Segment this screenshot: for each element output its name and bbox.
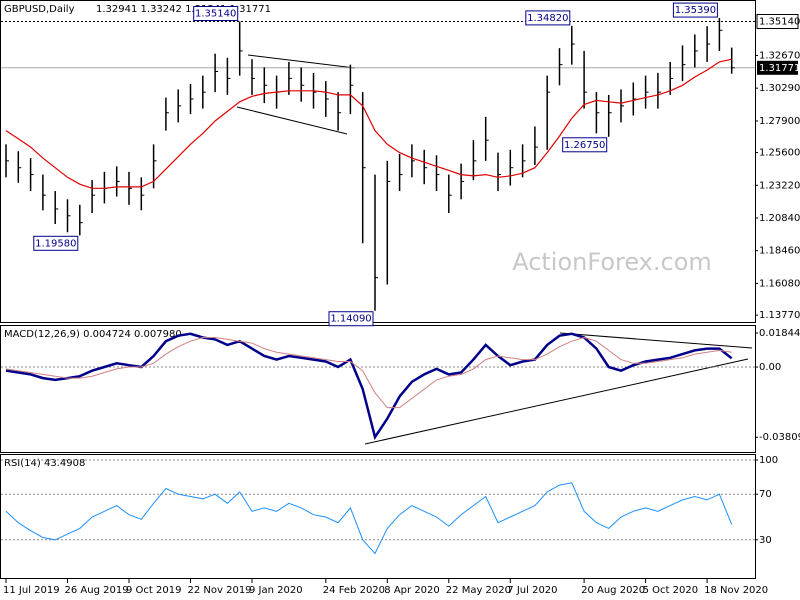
x-tick-label: 7 Jul 2020 [507,585,557,596]
annotation: 1.34820 [527,13,568,24]
annotation: 1.35140 [195,9,236,20]
y-tick-label: 1.25600 [759,148,800,159]
annotation-box [525,10,571,26]
y-tick-label: 1.20840 [759,213,800,224]
y-tick-label: 1.16080 [759,278,800,289]
x-tick-label: 8 Apr 2020 [384,585,439,596]
y-tick-label: 1.32670 [759,50,800,61]
x-tick-label: 5 Oct 2020 [643,585,698,596]
x-tick-label: 24 Feb 2020 [323,585,385,596]
y-tick-label: 1.23220 [759,180,800,191]
trendline [236,106,348,135]
y-tick-label: 1.27900 [759,116,800,127]
y-tick-label: 100 [759,455,778,466]
trendline [364,358,749,445]
level-box [756,14,799,30]
x-tick-label: 9 Jan 2020 [249,585,303,596]
x-tick-label: 26 Aug 2019 [65,585,129,596]
annotation-box [328,311,374,327]
macd-line [5,332,733,441]
macd-line [5,336,732,409]
annotation: 1.35390 [675,5,716,16]
trendline [559,332,753,349]
x-tick-label: 9 Oct 2019 [126,585,181,596]
annotation-box [33,235,79,251]
rsi-panel [0,454,756,579]
price-panel [0,0,756,323]
chart-title: GBPUSD,Daily [4,4,75,15]
y-tick-label: 1.13770 [759,310,800,321]
x-tick-label: 11 Jul 2019 [3,585,60,596]
annotation-box [672,2,718,18]
level-label: 1.35140 [759,17,800,28]
annotation: 1.19580 [35,238,76,249]
macd-title: MACD(12,26,9) 0.004724 0.007980 [4,329,182,340]
rsi-title: RSI(14) 43.4908 [4,458,85,469]
y-tick-label: 1.30290 [759,83,800,94]
y-tick-label: 70 [759,489,772,500]
moving-average [5,58,732,189]
y-tick-label: 30 [759,535,772,546]
annotation-box [562,137,608,153]
x-tick-label: 22 Nov 2019 [188,585,252,596]
y-tick-label: 1.18460 [759,246,800,257]
rsi-line [5,482,733,555]
y-tick-label: 0.018442 [759,328,800,339]
last-price-label: 1.31771 [759,63,800,74]
y-tick-label: -0.038095 [759,432,800,443]
annotation-box [193,6,239,22]
watermark: ActionForex.com [512,248,712,276]
x-tick-label: 22 May 2020 [446,585,511,596]
trendline [247,54,356,69]
y-tick-label: 0.00 [759,362,781,373]
annotation: 1.14090 [330,314,371,325]
annotation: 1.26750 [564,140,605,151]
ohlc-label: 1.32941 1.33242 1.31341 1.31771 [96,4,271,15]
last-price-box [757,60,798,75]
x-tick-label: 18 Nov 2020 [704,585,768,596]
x-tick-label: 20 Aug 2020 [581,585,645,596]
